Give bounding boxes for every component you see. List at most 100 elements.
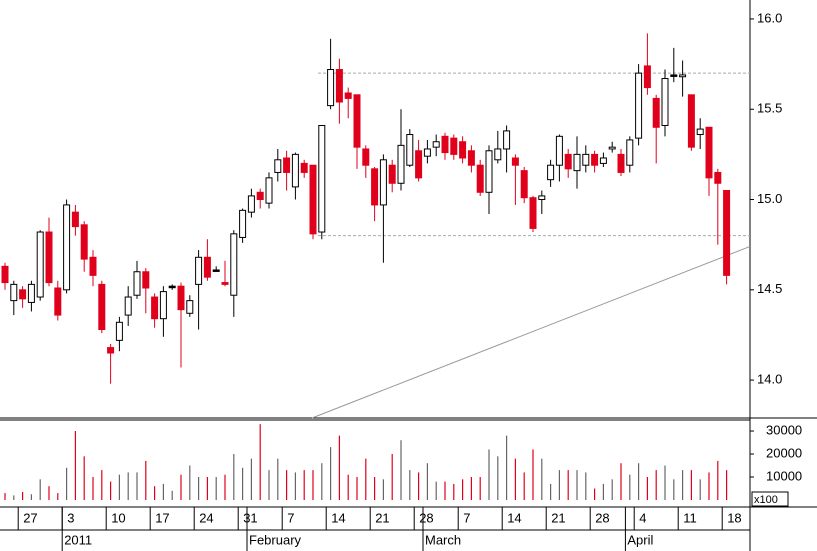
candle-body [371,168,379,206]
candle-body [687,94,695,148]
candle-body [714,171,722,184]
candle-body [27,283,35,303]
x-tick-label: 28 [419,510,433,525]
candle-body [661,78,669,126]
x-tick-label: 14 [331,510,345,525]
candle-body [547,164,555,181]
x-tick-label: 28 [595,510,609,525]
candle-body [159,291,167,320]
candle-body [54,287,62,316]
candle-body [239,209,247,238]
y-tick-label: 14.0 [757,372,782,387]
candle-body [696,128,704,136]
candle-body [476,164,484,193]
x-tick-label: 7 [463,510,470,525]
candle-body [591,153,599,166]
candle-body [485,150,493,193]
candle-body [608,146,616,150]
candle-body [459,141,467,159]
candle-body [300,162,308,173]
candle-body [362,148,370,166]
candle-body [723,189,731,276]
candle-body [142,271,150,289]
candle-body [45,231,53,284]
candle-body [555,135,563,166]
candle-body [529,197,537,229]
candle-body [177,285,185,311]
candle-body [221,282,229,285]
x-tick-label: 4 [639,510,646,525]
month-label: March [425,532,461,547]
candle-body [635,72,643,139]
candle-body [423,148,431,157]
candle-body [617,153,625,173]
x-tick-label: 24 [199,510,213,525]
x-tick-label: 10 [111,510,125,525]
candle-body [679,74,687,78]
candle-body [335,69,343,103]
candle-body [397,144,405,184]
candle-body [168,285,176,289]
month-label: February [249,532,302,547]
x-tick-label: 17 [155,510,169,525]
candle-body [327,69,335,107]
candle-body [230,233,238,296]
candle-body [643,65,651,89]
y-tick-label: 30000 [766,422,802,437]
candle-body [705,126,713,179]
candle-body [89,256,97,276]
x-tick-label: 18 [727,510,741,525]
candle-body [80,224,88,260]
y-tick-label: 16.0 [757,10,782,25]
candle-body [274,159,282,173]
candle-body [63,204,71,291]
x-tick-label: 14 [507,510,521,525]
candle-body [626,139,634,166]
candle-body [212,269,220,272]
y-tick-label: 15.0 [757,191,782,206]
candle-body [98,283,106,331]
x-tick-label: 7 [287,510,294,525]
candle-body [115,321,123,341]
candle-body [309,164,317,235]
candle-body [1,265,9,284]
candle-body [256,191,264,201]
month-label: April [627,532,653,547]
candle-body [36,231,44,298]
candle-body [388,164,396,184]
x-tick-label: 31 [243,510,257,525]
candle-body [353,94,361,148]
candle-body [10,283,18,302]
y-tick-label: 20000 [766,445,802,460]
candle-body [291,153,299,188]
candle-body [520,170,528,199]
candle-body [503,130,511,150]
candle-body [247,195,255,213]
x-tick-label: 21 [551,510,565,525]
candle-body [19,289,27,300]
candle-body [415,150,423,179]
candle-body [107,347,115,354]
y-tick-label: 15.5 [757,101,782,116]
candle-body [406,134,414,166]
candle-body [467,150,475,166]
candle-body [318,124,326,233]
y-tick-label: 14.5 [757,281,782,296]
candle-body [151,296,159,320]
candle-body [195,256,203,285]
candle-body [670,74,678,77]
candle-body [283,157,291,173]
candle-body [573,153,581,172]
candle-body [564,153,572,170]
candle-body [538,195,546,201]
candle-body [494,148,502,161]
candle-body [599,157,607,164]
x-tick-label: 3 [67,510,74,525]
month-label: 2011 [64,532,92,547]
candle-body [344,92,352,99]
candle-body [71,211,79,228]
candle-body [124,296,132,316]
candle-body [511,157,519,166]
